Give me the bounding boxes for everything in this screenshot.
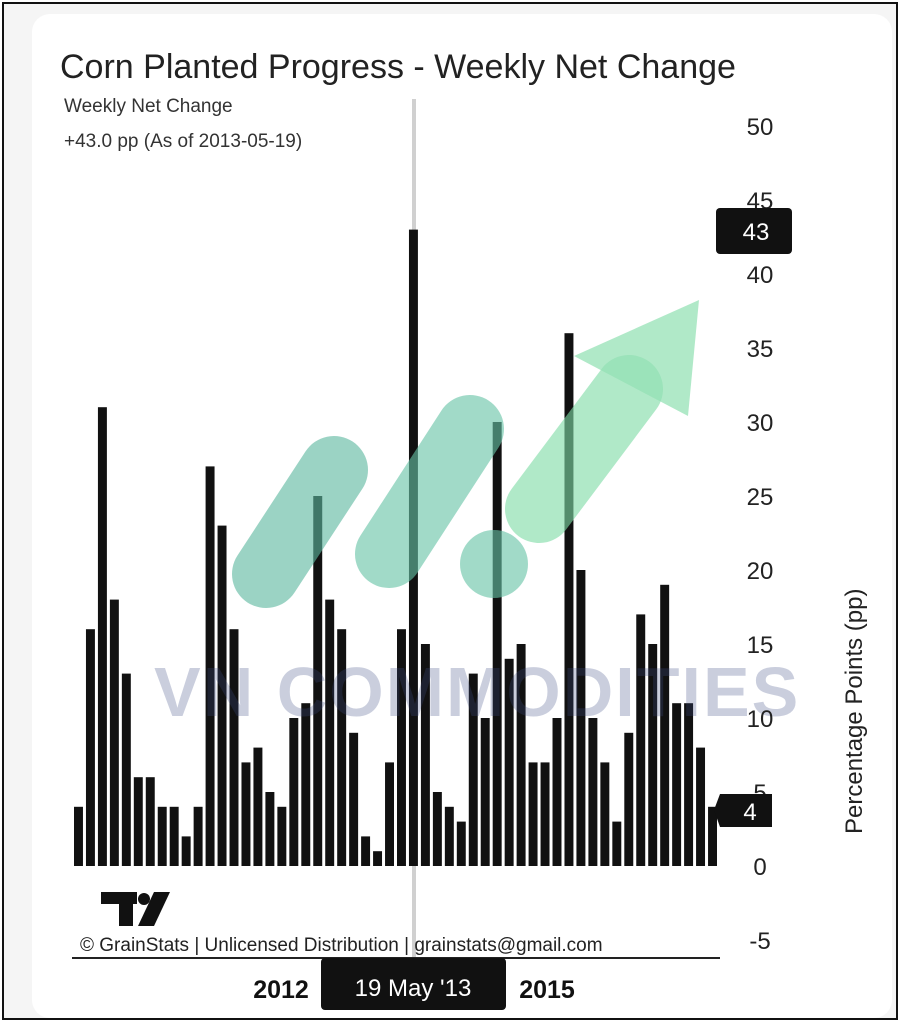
bar: [420, 644, 430, 866]
x-selected-date-tag[interactable]: 19 May '13: [321, 958, 506, 1010]
bar: [492, 422, 502, 866]
bar: [397, 629, 406, 866]
y-tick-label: 40: [747, 262, 774, 289]
y-axis-label: Percentage Points (pp): [841, 589, 868, 834]
watermark-logo: VN COMMODITIES: [154, 300, 800, 731]
y-tick-label: 20: [747, 558, 774, 585]
bar: [277, 806, 287, 866]
bar: [74, 806, 83, 866]
x-tick-label-2012: 2012: [253, 976, 309, 1004]
bar: [516, 644, 526, 866]
watermark-stroke-1: [232, 436, 368, 608]
bar: [636, 614, 646, 866]
last-value-tag-text: 4: [743, 799, 756, 826]
chart: VN COMMODITIES Corn Planted Progress - W…: [60, 48, 868, 1010]
bar: [85, 629, 95, 866]
watermark-text: VN COMMODITIES: [154, 653, 800, 731]
x-selected-date-tag-bg: [321, 958, 506, 1010]
logo-slash: [138, 892, 170, 926]
bar: [385, 762, 394, 866]
last-value-tag-bg: [714, 794, 772, 827]
y-tick-label: 15: [747, 632, 774, 659]
y-tick-label: -5: [749, 928, 770, 955]
bar: [241, 762, 251, 866]
bar: [672, 703, 682, 866]
bar: [229, 629, 239, 866]
bar: [205, 466, 215, 866]
bar: [480, 718, 490, 866]
watermark-stroke-2: [355, 395, 504, 588]
series-label: Weekly Net Change: [64, 96, 233, 117]
bar: [432, 792, 442, 866]
bar: [97, 407, 107, 866]
y-tick-label: 50: [747, 114, 774, 141]
bar: [600, 762, 610, 866]
bar: [325, 599, 335, 866]
bar: [576, 570, 586, 866]
bar: [109, 599, 119, 866]
logo-stem: [119, 892, 133, 926]
logo-dot: [138, 893, 150, 905]
bar: [337, 629, 347, 866]
crosshair-value-tag-text: 43: [743, 219, 770, 246]
current-value-readout: +43.0 pp (As of 2013-05-19): [64, 131, 302, 152]
bar: [145, 777, 155, 866]
y-tick-label: 10: [747, 706, 774, 733]
y-tick-label: 25: [747, 484, 774, 511]
bar: [193, 806, 203, 866]
y-tick-label: 0: [753, 854, 766, 881]
watermark-dot: [460, 530, 528, 598]
x-selected-date-text: 19 May '13: [355, 975, 472, 1002]
bar: [504, 658, 514, 866]
last-value-tag: 4: [714, 794, 772, 827]
watermark-arrow-head: [574, 300, 699, 416]
bar: [684, 703, 694, 866]
bar: [612, 821, 622, 866]
bar: [313, 496, 323, 866]
bar: [289, 718, 299, 866]
bar: [660, 584, 670, 866]
bar: [444, 806, 454, 866]
bar: [648, 644, 658, 866]
bar: [181, 836, 191, 866]
bar: [552, 718, 562, 866]
tradingview-logo-icon: [101, 892, 170, 926]
y-tick-label: 30: [747, 410, 774, 437]
bar: [121, 673, 131, 866]
bar: [373, 851, 383, 866]
bar: [564, 333, 574, 866]
crosshair-value-tag-bg: [716, 208, 792, 254]
y-tick-label: 35: [747, 336, 774, 363]
bar: [588, 718, 598, 866]
chart-title: Corn Planted Progress - Weekly Net Chang…: [60, 48, 736, 86]
bar: [133, 777, 143, 866]
bar: [528, 762, 538, 866]
crosshair-value-tag[interactable]: 43: [716, 208, 792, 254]
bar: [708, 806, 717, 866]
watermark-arrow-shaft: [505, 355, 663, 543]
bar: [349, 732, 359, 866]
bar: [540, 762, 550, 866]
bar: [624, 732, 634, 866]
x-tick-label-2015: 2015: [519, 976, 575, 1004]
bar: [301, 703, 311, 866]
bar: [468, 673, 478, 866]
credit-line: © GrainStats | Unlicensed Distribution |…: [80, 935, 603, 956]
bar: [696, 747, 706, 866]
bar: [456, 821, 466, 866]
bar: [253, 747, 263, 866]
bar: [265, 792, 275, 866]
bar: [157, 806, 167, 866]
bar: [217, 525, 227, 866]
bar: [361, 836, 371, 866]
bar: [169, 806, 179, 866]
